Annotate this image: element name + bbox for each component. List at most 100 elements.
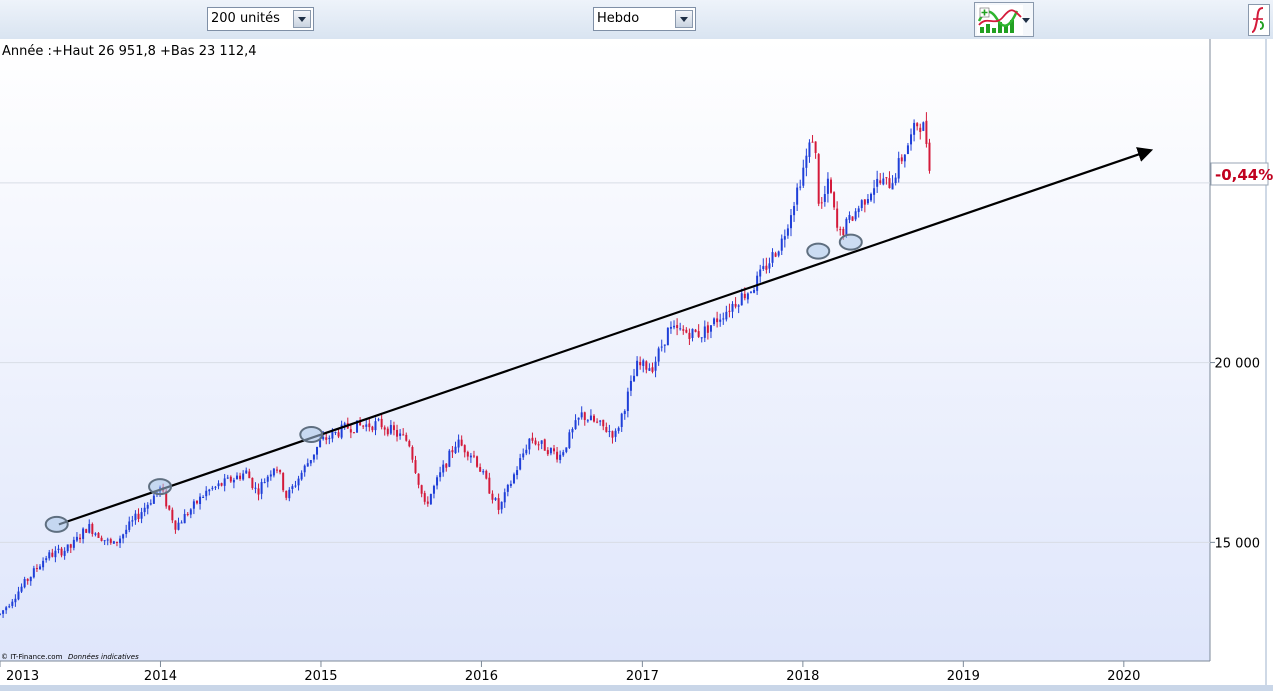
candle-body <box>506 484 509 492</box>
candle-body <box>205 490 208 497</box>
candle-body <box>919 127 922 133</box>
candle-body <box>380 418 383 428</box>
touch-point-circle <box>806 242 831 260</box>
candle-body <box>51 552 54 557</box>
candle-body <box>417 473 420 485</box>
candle-body <box>891 183 894 190</box>
candle-body <box>35 568 38 570</box>
candle-body <box>377 419 380 421</box>
candle-body <box>39 566 42 570</box>
candle-body <box>365 424 368 427</box>
candle-body <box>294 485 297 487</box>
candle-body <box>805 155 808 168</box>
candle-body <box>316 446 319 455</box>
candle-body <box>873 188 876 195</box>
function-fx-icon <box>1251 7 1264 33</box>
candle-body <box>343 423 346 426</box>
candle-body <box>589 415 592 421</box>
candle-body <box>771 252 774 263</box>
candle-body <box>426 501 429 504</box>
candle-body <box>20 586 23 592</box>
candle-body <box>753 290 756 293</box>
trendline <box>58 147 1154 526</box>
candle-body <box>288 489 291 499</box>
candle-body <box>519 458 522 470</box>
candle-body <box>125 529 128 535</box>
candle-body <box>63 550 66 556</box>
candle-body <box>716 318 719 323</box>
candle-body <box>879 180 882 184</box>
grid <box>0 182 1210 543</box>
indicator-button[interactable] <box>974 2 1034 37</box>
period-select[interactable]: Hebdo <box>593 7 696 31</box>
candle-body <box>639 361 642 366</box>
candle-body <box>605 427 608 432</box>
candle-body <box>208 489 211 492</box>
candle-body <box>713 318 716 325</box>
candle-body <box>814 141 817 153</box>
candle-body <box>562 452 565 456</box>
candle-body <box>445 463 448 468</box>
candle-body <box>420 485 423 494</box>
candle-body <box>737 305 740 307</box>
candle-body <box>177 522 180 530</box>
candle-body <box>460 439 463 446</box>
candle-body <box>768 263 771 269</box>
candle-body <box>297 478 300 486</box>
candle-body <box>180 522 183 524</box>
candle-body <box>331 431 334 439</box>
candle-body <box>860 200 863 209</box>
period-select-label: Hebdo <box>597 11 640 26</box>
candle-body <box>69 544 72 548</box>
candle-body <box>48 552 51 559</box>
candle-body <box>688 332 691 339</box>
candle-body <box>45 558 48 561</box>
candle-body <box>765 265 768 270</box>
candle-body <box>94 533 97 535</box>
candle-body <box>165 490 168 507</box>
candle-body <box>14 598 17 603</box>
candle-body <box>848 215 851 220</box>
candle-body <box>793 206 796 216</box>
plot-area[interactable] <box>0 39 1210 661</box>
candle-body <box>214 486 217 488</box>
candle-body <box>291 486 294 490</box>
candle-body <box>885 177 888 179</box>
candle-body <box>383 427 386 430</box>
chevron-down-icon[interactable] <box>293 10 311 28</box>
x-axis: 2013 2014 2015 2016 2017 2018 2019 2020 <box>0 661 1140 684</box>
candle-body <box>423 493 426 502</box>
candle-body <box>633 375 636 382</box>
candles <box>0 112 931 618</box>
x-tick-label: 2015 <box>304 669 337 684</box>
candle-body <box>928 142 931 171</box>
candle-body <box>722 318 725 320</box>
candle-body <box>857 208 860 213</box>
candle-body <box>109 539 112 543</box>
candle-body <box>432 485 435 494</box>
candle-body <box>309 459 312 464</box>
candle-body <box>171 509 174 521</box>
candle-body <box>26 578 29 581</box>
candle-body <box>5 607 8 611</box>
candle-body <box>599 420 602 422</box>
x-tick-label: 2017 <box>626 669 659 684</box>
last-change-badge <box>1210 162 1269 186</box>
candle-body <box>863 199 866 205</box>
function-button[interactable] <box>1248 4 1270 36</box>
candle-body <box>783 236 786 240</box>
candle-body <box>596 421 599 423</box>
candle-body <box>876 178 879 187</box>
candle-body <box>91 523 94 534</box>
candle-body <box>500 501 503 510</box>
chevron-down-icon[interactable] <box>675 10 693 28</box>
candle-body <box>143 507 146 513</box>
candle-body <box>842 228 845 236</box>
candle-body <box>352 432 355 434</box>
candle-body <box>245 470 248 474</box>
units-select[interactable]: 200 unités <box>207 7 314 31</box>
candle-body <box>186 513 189 516</box>
x-tick-label: 2018 <box>786 669 819 684</box>
candle-body <box>263 481 266 483</box>
